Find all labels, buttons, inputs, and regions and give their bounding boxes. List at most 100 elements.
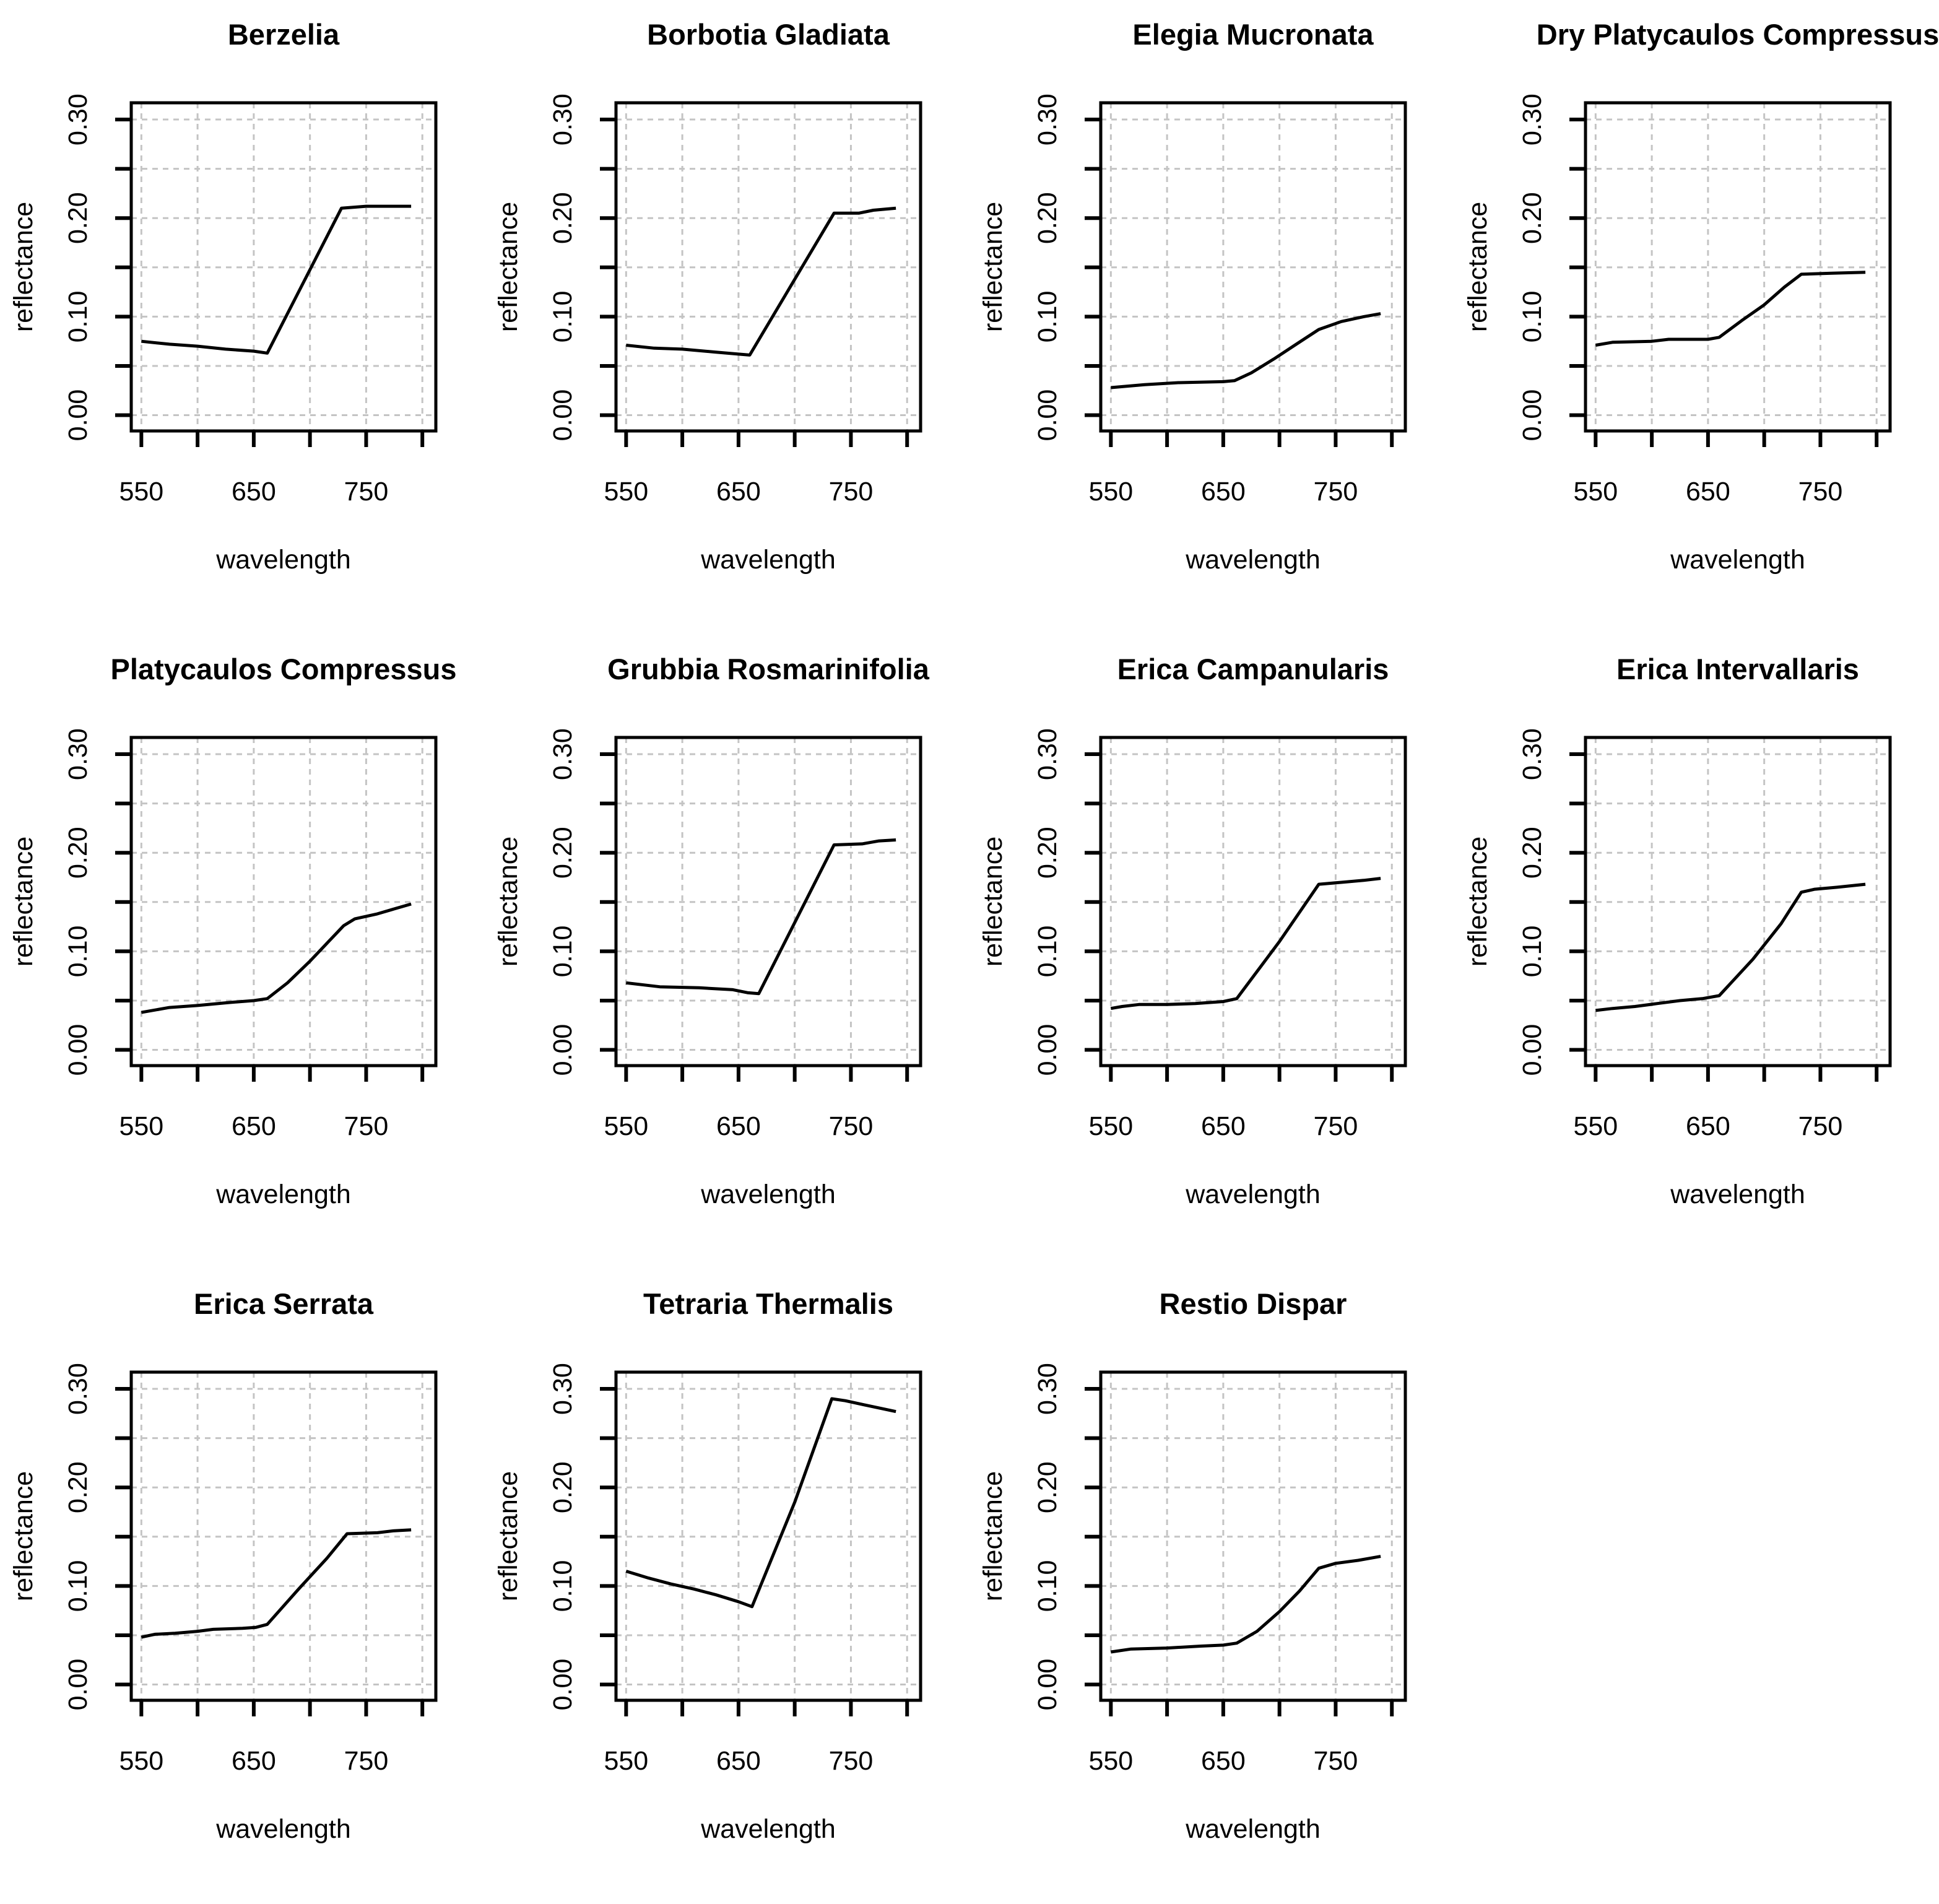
x-axis-label: wavelength xyxy=(1670,1180,1805,1209)
x-tick-label: 750 xyxy=(829,1746,874,1776)
y-tick-label: 0.10 xyxy=(1517,291,1547,343)
subplot-title: Erica Serrata xyxy=(193,1287,374,1320)
reflectance-curve xyxy=(141,204,412,355)
x-tick-label: 650 xyxy=(232,477,276,506)
y-tick-label: 0.20 xyxy=(63,1461,93,1513)
reflectance-curve xyxy=(1595,882,1866,1012)
x-tick-label: 750 xyxy=(1798,477,1843,506)
plot-canvas: 550 650 750 0.00 0.10 0.20 0.30 wavelength refle… xyxy=(9,1363,438,1844)
y-tick-label: 0.20 xyxy=(548,192,578,244)
reflectance-curve xyxy=(1110,877,1381,1011)
y-tick-label: 0.00 xyxy=(1517,1024,1547,1076)
subplot-restio-dispar: Restio Dispar 550 650 750 0.00 0.10 0.20 0.30 w… xyxy=(970,1269,1454,1904)
y-axis-label: reflectance xyxy=(1463,202,1493,332)
y-tick-label: 0.30 xyxy=(1033,93,1062,146)
y-axis-label: reflectance xyxy=(9,837,38,967)
reflectance-curve xyxy=(141,902,412,1014)
y-tick-label: 0.20 xyxy=(1517,192,1547,244)
x-axis-label: wavelength xyxy=(1670,545,1805,575)
y-tick-label: 0.20 xyxy=(548,1461,578,1513)
subplot-title: Dry Platycaulos Compressus xyxy=(1536,18,1939,51)
x-tick-label: 550 xyxy=(604,1111,648,1141)
x-tick-label: 550 xyxy=(119,477,163,506)
y-tick-label: 0.10 xyxy=(63,926,93,978)
subplot-title: Restio Dispar xyxy=(1159,1287,1347,1320)
plot-canvas: 550 650 750 0.00 0.10 0.20 0.30 wavelength refle… xyxy=(493,728,922,1209)
y-axis-label: reflectance xyxy=(493,1471,523,1601)
x-tick-label: 650 xyxy=(232,1746,276,1776)
x-tick-label: 550 xyxy=(119,1746,163,1776)
x-axis-label: wavelength xyxy=(1185,545,1321,575)
reflectance-curve xyxy=(1110,1555,1381,1654)
reflectance-curve xyxy=(625,1397,896,1609)
subplot-borbotia-gladiata: Borbotia Gladiata 550 650 750 0.00 0.10 0.20 0… xyxy=(485,0,970,635)
y-tick-label: 0.30 xyxy=(1517,93,1547,146)
x-tick-label: 650 xyxy=(716,1111,761,1141)
empty-panel xyxy=(1454,1269,1939,1904)
y-tick-label: 0.30 xyxy=(63,93,93,146)
y-tick-label: 0.10 xyxy=(548,926,578,978)
y-tick-label: 0.00 xyxy=(548,389,578,441)
y-tick-label: 0.00 xyxy=(1033,1024,1062,1076)
plot-canvas: 550 650 750 0.00 0.10 0.20 0.30 wavelength refle… xyxy=(978,728,1407,1209)
x-tick-label: 550 xyxy=(1088,1111,1133,1141)
y-tick-label: 0.30 xyxy=(548,93,578,146)
subplot-title: Erica Campanularis xyxy=(1117,653,1389,685)
subplot-title: Berzelia xyxy=(227,18,340,51)
y-tick-label: 0.30 xyxy=(548,728,578,780)
y-tick-label: 0.10 xyxy=(548,1560,578,1612)
y-tick-label: 0.00 xyxy=(1033,1659,1062,1711)
x-tick-label: 750 xyxy=(1314,1111,1358,1141)
x-tick-label: 650 xyxy=(716,1746,761,1776)
subplot-title: Tetraria Thermalis xyxy=(643,1287,894,1320)
x-tick-label: 750 xyxy=(1314,1746,1358,1776)
subplot-tetraria-thermalis: Tetraria Thermalis 550 650 750 0.00 0.10 0.20… xyxy=(485,1269,970,1904)
x-tick-label: 750 xyxy=(1798,1111,1843,1141)
y-tick-label: 0.30 xyxy=(63,728,93,780)
x-tick-label: 550 xyxy=(604,477,648,506)
x-tick-label: 750 xyxy=(344,477,389,506)
x-tick-label: 550 xyxy=(119,1111,163,1141)
y-tick-label: 0.00 xyxy=(548,1024,578,1076)
subplot-erica-campanularis: Erica Campanularis 550 650 750 0.00 0.10 0.20… xyxy=(970,635,1454,1269)
subplot-title: Erica Intervallaris xyxy=(1616,653,1859,685)
y-tick-label: 0.10 xyxy=(1033,291,1062,343)
subplot-title: Grubbia Rosmarinifolia xyxy=(607,653,929,685)
x-tick-label: 650 xyxy=(716,477,761,506)
x-axis-label: wavelength xyxy=(215,1814,351,1844)
subplot-erica-serrata: Erica Serrata 550 650 750 0.00 0.10 0.20 0.30 w… xyxy=(0,1269,485,1904)
y-tick-label: 0.00 xyxy=(63,1659,93,1711)
y-tick-label: 0.10 xyxy=(63,291,93,343)
y-axis-label: reflectance xyxy=(978,837,1008,967)
x-tick-label: 650 xyxy=(1686,1111,1730,1141)
x-tick-label: 650 xyxy=(232,1111,276,1141)
y-tick-label: 0.20 xyxy=(1033,192,1062,244)
plot-canvas: 550 650 750 0.00 0.10 0.20 0.30 wavelength refle… xyxy=(978,93,1407,575)
x-axis-label: wavelength xyxy=(700,1814,836,1844)
y-tick-label: 0.30 xyxy=(1033,728,1062,780)
subplot-title: Elegia Mucronata xyxy=(1132,18,1374,51)
y-tick-label: 0.20 xyxy=(63,827,93,879)
y-tick-label: 0.20 xyxy=(63,192,93,244)
subplot-erica-intervallaris: Erica Intervallaris 550 650 750 0.00 0.10 0.2… xyxy=(1454,635,1939,1269)
reflectance-curve xyxy=(626,206,896,357)
y-tick-label: 0.30 xyxy=(548,1363,578,1415)
x-axis-label: wavelength xyxy=(700,1180,836,1209)
subplot-title: Borbotia Gladiata xyxy=(647,18,890,51)
subplot-berzelia: Berzelia 550 650 750 0.00 0.10 0.20 0.30 wavele… xyxy=(0,0,485,635)
x-tick-label: 750 xyxy=(829,477,874,506)
y-tick-label: 0.20 xyxy=(548,827,578,879)
y-tick-label: 0.10 xyxy=(1517,926,1547,978)
y-axis-label: reflectance xyxy=(1463,837,1493,967)
subplot-dry-platycaulos-compressus: Dry Platycaulos Compressus 550 650 750 0.00… xyxy=(1454,0,1939,635)
y-tick-label: 0.20 xyxy=(1517,827,1547,879)
y-tick-label: 0.10 xyxy=(1033,926,1062,978)
y-tick-label: 0.30 xyxy=(63,1363,93,1415)
x-axis-label: wavelength xyxy=(1185,1814,1321,1844)
x-tick-label: 750 xyxy=(829,1111,874,1141)
reflectance-curve xyxy=(1111,312,1381,389)
x-axis-label: wavelength xyxy=(215,545,351,575)
x-tick-label: 550 xyxy=(1088,1746,1133,1776)
subplot-elegia-mucronata: Elegia Mucronata 550 650 750 0.00 0.10 0.20 0.… xyxy=(970,0,1454,635)
